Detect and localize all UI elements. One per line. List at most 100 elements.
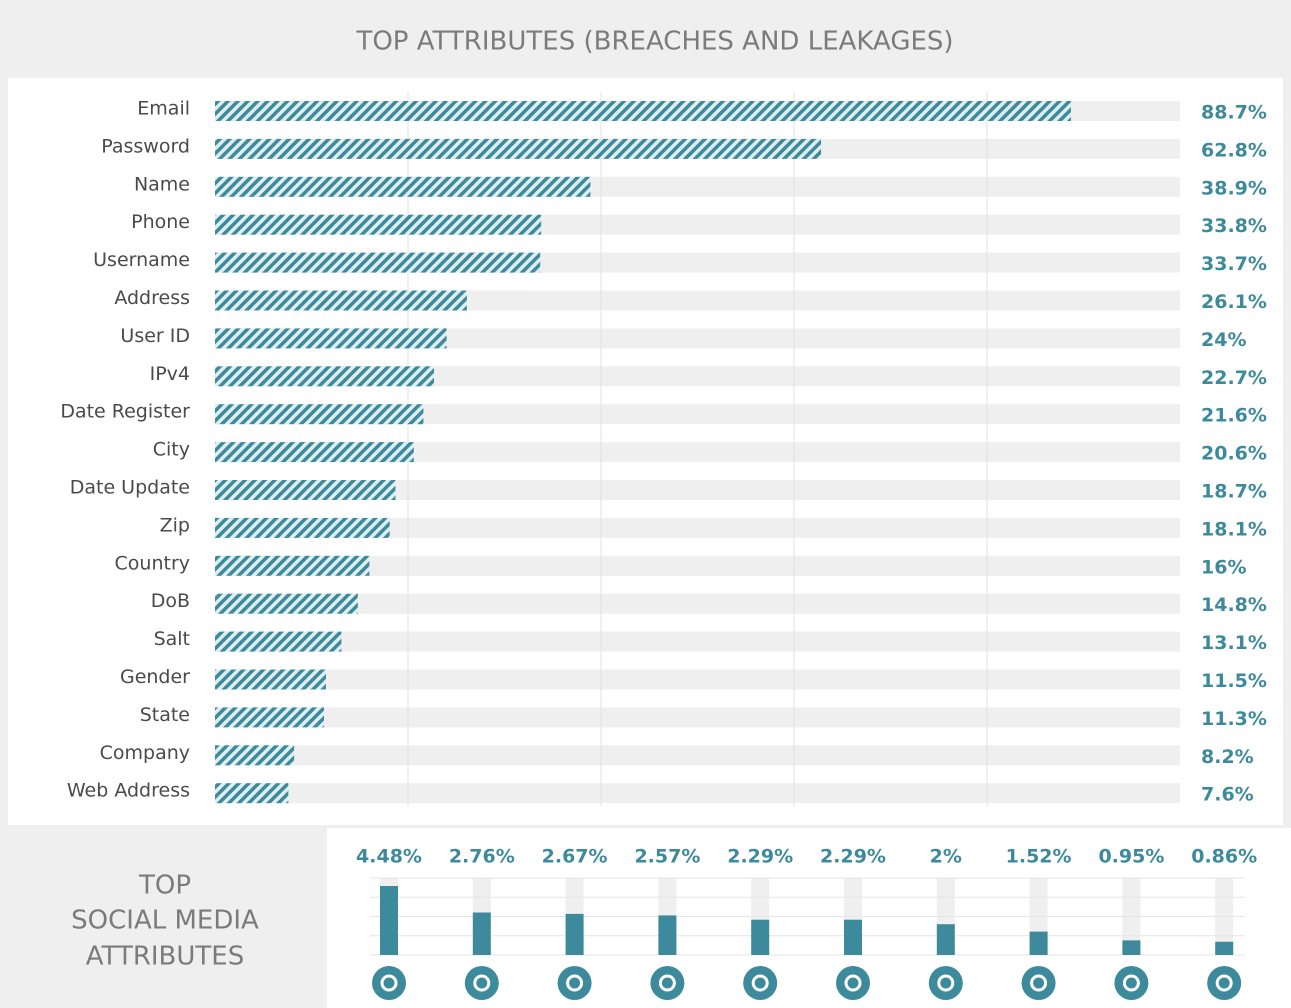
category-label: Country [115,552,190,574]
value-label: 2.67% [542,846,608,868]
category-label: Web Address [67,780,190,802]
platform-icon [836,966,870,1000]
bar [215,555,370,576]
value-label: 2.29% [820,846,886,868]
platform-icon [1207,966,1242,1000]
bar-track [215,404,1180,425]
value-label: 14.8% [1201,594,1267,616]
value-label: 18.1% [1201,518,1267,540]
bar [215,214,542,235]
value-label: 2.29% [727,846,793,868]
value-label: 21.6% [1201,405,1267,427]
value-label: 62.8% [1201,139,1267,161]
category-label: Salt [154,628,190,650]
category-label: Email [137,98,190,120]
bar [215,404,424,425]
bar [215,593,358,614]
bar [658,915,677,955]
bar-track [215,328,1180,349]
value-label: 24% [1201,329,1246,351]
category-label: Name [134,173,190,195]
bar-track [215,783,1180,804]
platform-icon [743,966,778,1000]
bar [215,669,326,690]
value-label: 18.7% [1201,481,1267,503]
platform-icon [1114,966,1149,1000]
value-label: 11.3% [1201,708,1267,730]
bar [215,707,325,728]
platform-icon [928,966,963,1000]
bar-track [215,593,1180,614]
value-label: 4.48% [356,846,422,868]
platform-icon-glyph [1215,974,1233,992]
value-label: 38.9% [1201,177,1267,199]
bar [215,366,435,387]
bar-track [215,517,1180,538]
bar [215,290,467,311]
bar-track [215,480,1180,500]
category-label: User ID [120,325,190,347]
bar [215,631,342,652]
value-label: 88.7% [1201,102,1267,124]
chart-title: TOP [138,871,191,901]
platform-icon-glyph [844,974,862,992]
platform-icon [464,966,499,1000]
value-label: 0.86% [1191,846,1257,868]
bar [215,480,396,500]
bar [215,783,289,804]
category-label: IPv4 [150,363,190,385]
bar [215,101,1071,121]
platform-icon-glyph [566,974,584,992]
bar [936,924,955,955]
category-label: Company [100,742,190,764]
bar-track [215,745,1180,766]
category-label: Date Update [70,477,190,499]
bar [215,138,822,159]
bar [215,745,295,766]
bar [215,442,414,463]
value-label: 2% [930,846,962,868]
value-label: 22.7% [1201,367,1267,389]
platform-icon [1021,966,1056,1000]
category-label: Phone [131,211,190,233]
bar [751,919,770,955]
bar-track [215,366,1180,387]
value-label: 33.7% [1201,253,1267,275]
value-label: 2.57% [634,846,700,868]
bar [215,176,591,197]
bar [1029,931,1048,955]
value-label: 16% [1201,556,1246,578]
bar [472,912,491,955]
platform-icon-glyph [751,974,769,992]
category-label: Address [114,287,190,309]
bar-track [215,707,1180,728]
chart-title: SOCIAL MEDIA [71,906,259,936]
platform-icon-glyph [380,974,398,992]
value-label: 8.2% [1201,746,1254,768]
platform-icon [650,966,685,1000]
bar-track [215,555,1180,576]
value-label: 33.8% [1201,215,1267,237]
bar-track [215,631,1180,652]
bar [1122,940,1141,955]
value-label: 13.1% [1201,632,1267,654]
category-label: Password [101,135,190,157]
bar [215,252,541,273]
category-label: City [153,439,190,461]
bar [844,919,862,955]
platform-icon [372,966,406,1000]
value-label: 11.5% [1201,670,1267,692]
category-label: Date Register [60,401,190,423]
bar [380,886,398,955]
category-label: Zip [160,514,190,536]
bar [215,328,447,349]
bar [215,517,390,538]
category-label: DoB [151,590,190,612]
category-label: Gender [120,666,190,688]
category-label: State [140,704,190,726]
chart-title: ATTRIBUTES [86,942,245,972]
bar-track [215,442,1180,463]
platform-icon-glyph [658,974,676,992]
